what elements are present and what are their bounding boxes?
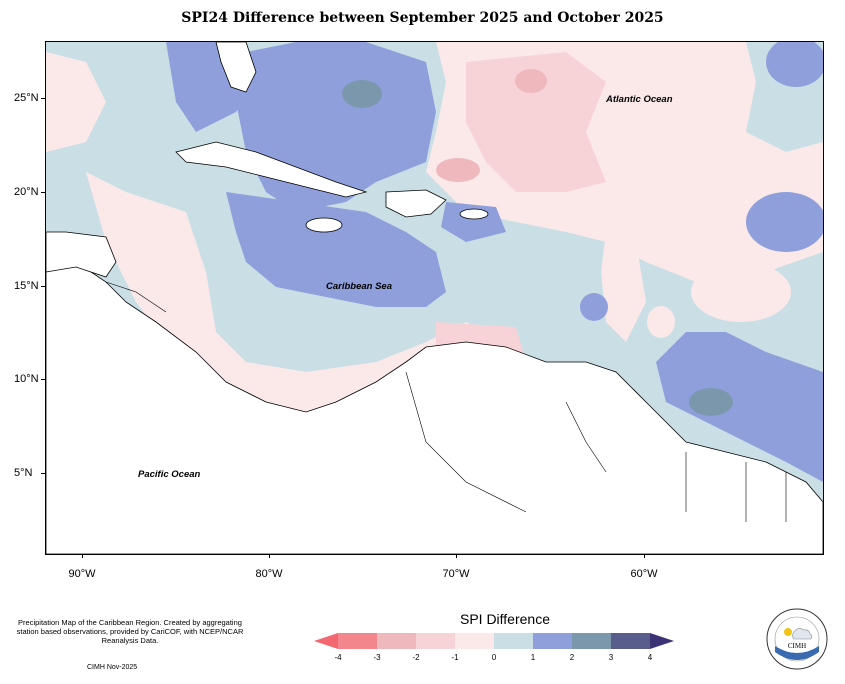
lon-tick	[456, 554, 457, 558]
logo-text: CIMH	[788, 642, 806, 650]
legend-tick-label: -3	[373, 653, 381, 662]
land-yucatan	[46, 231, 117, 278]
lat-label-10n: 10°N	[14, 373, 39, 385]
spi-difference-map	[46, 42, 823, 554]
land-central-america-border	[105, 281, 167, 313]
positive-zone-caribbean	[226, 192, 446, 307]
legend-cell	[377, 633, 416, 649]
land-south-america-borders	[405, 371, 787, 522]
lat-label-20n: 20°N	[14, 186, 39, 198]
positive-spot-east	[746, 192, 823, 252]
lat-tick	[41, 98, 45, 99]
legend-tick-label: -4	[334, 653, 342, 662]
lat-tick	[41, 286, 45, 287]
negative-spot-east	[691, 262, 791, 322]
positive-spot-antilles	[580, 293, 608, 321]
land-jamaica	[305, 217, 343, 233]
label-atlantic-ocean: Atlantic Ocean	[606, 94, 673, 105]
lon-tick	[82, 554, 83, 558]
positive-zone-southeast	[656, 332, 823, 482]
map-panel: Atlantic Ocean Caribbean Sea Pacific Oce…	[45, 41, 824, 555]
negative-spot-atlantic-2	[436, 158, 480, 182]
land-cuba	[175, 141, 368, 198]
lat-tick	[41, 379, 45, 380]
legend-tick-label: -2	[412, 653, 420, 662]
legend-cell	[416, 633, 455, 649]
legend-title: SPI Difference	[459, 611, 550, 627]
negative-zone-atlantic-core	[466, 52, 606, 192]
legend-colorbar	[314, 633, 674, 649]
lat-tick	[41, 192, 45, 193]
negative-zone-west	[46, 52, 106, 152]
credit-date: CIMH Nov-2025	[87, 664, 138, 671]
legend-cell	[494, 633, 533, 649]
land-florida	[215, 42, 257, 93]
legend-cell	[533, 633, 572, 649]
negative-spot-barbados	[647, 306, 675, 338]
lon-tick	[269, 554, 270, 558]
negative-zone-lesser-antilles	[601, 232, 646, 342]
lon-label-80w: 80°W	[255, 568, 283, 580]
lon-label-90w: 90°W	[68, 568, 96, 580]
strong-positive-spot-southeast	[689, 388, 733, 416]
lon-tick	[644, 554, 645, 558]
lat-label-5n: 5°N	[14, 467, 33, 479]
legend-tick-label: 4	[647, 653, 653, 662]
cimh-logo: CIMH	[766, 608, 828, 670]
lat-label-15n: 15°N	[14, 280, 39, 292]
legend-tick-label: 3	[608, 653, 614, 662]
map-title: SPI24 Difference between September 2025 …	[181, 10, 664, 26]
land-hispaniola	[385, 189, 447, 218]
map-credits: Precipitation Map of the Caribbean Regio…	[16, 618, 244, 645]
legend-tick-label: 1	[530, 653, 536, 662]
positive-zone-puerto-rico	[441, 202, 506, 242]
legend-cell	[572, 633, 611, 649]
lon-label-60w: 60°W	[630, 568, 658, 580]
legend-cell	[338, 633, 377, 649]
land-puerto-rico	[459, 208, 489, 220]
legend-over-triangle	[650, 633, 674, 649]
legend-under-triangle	[314, 633, 338, 649]
strong-positive-spot-bahamas	[342, 80, 382, 108]
label-caribbean-sea: Caribbean Sea	[326, 281, 392, 292]
legend-tick-label: -1	[451, 653, 459, 662]
lon-label-70w: 70°W	[442, 568, 470, 580]
positive-spot-northeast	[766, 42, 823, 87]
label-pacific-ocean: Pacific Ocean	[138, 469, 201, 480]
legend-cell	[611, 633, 650, 649]
legend-tick-label: 2	[569, 653, 575, 662]
legend-tick-label: 0	[491, 653, 497, 662]
legend-cell	[455, 633, 494, 649]
negative-spot-atlantic-1	[515, 69, 547, 93]
lat-tick	[41, 473, 45, 474]
lat-label-25n: 25°N	[14, 92, 39, 104]
land-central-america-south-america	[46, 261, 823, 554]
